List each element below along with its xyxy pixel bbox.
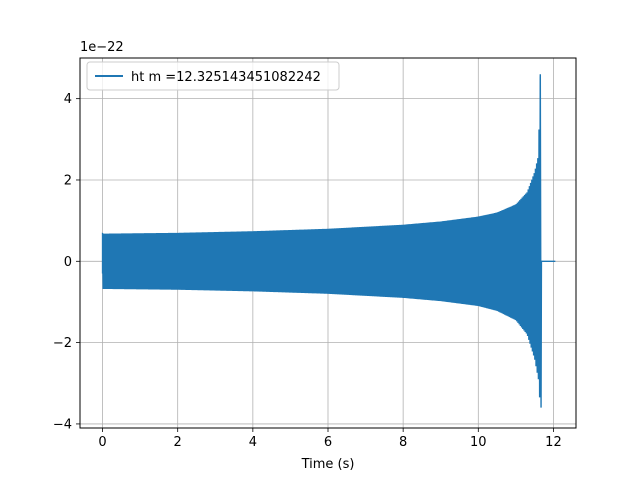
y-tick-label: 4 (64, 92, 72, 107)
x-tick-label: 6 (324, 435, 332, 450)
plot-area (101, 74, 556, 408)
waveform-series-line (101, 74, 556, 408)
legend-box (86, 61, 340, 91)
y-axis: −4 −2 0 2 4 (53, 92, 80, 432)
x-axis: 0 2 4 6 8 10 12 (98, 428, 562, 450)
x-tick-label: 4 (249, 435, 257, 450)
x-tick-label: 2 (174, 435, 182, 450)
x-tick-label: 12 (545, 435, 562, 450)
y-tick-label: −4 (53, 417, 72, 432)
legend-label: ht m =12.325143451082242 (131, 70, 321, 85)
x-tick-label: 0 (98, 435, 106, 450)
y-tick-label: 0 (64, 255, 72, 270)
y-tick-label: −2 (53, 336, 72, 351)
y-scale-multiplier: 1e−22 (80, 40, 124, 55)
x-axis-label: Time (s) (301, 457, 355, 472)
x-tick-label: 8 (399, 435, 407, 450)
legend: ht m =12.325143451082242 (86, 61, 340, 91)
x-tick-label: 10 (470, 435, 487, 450)
y-tick-label: 2 (64, 173, 72, 188)
